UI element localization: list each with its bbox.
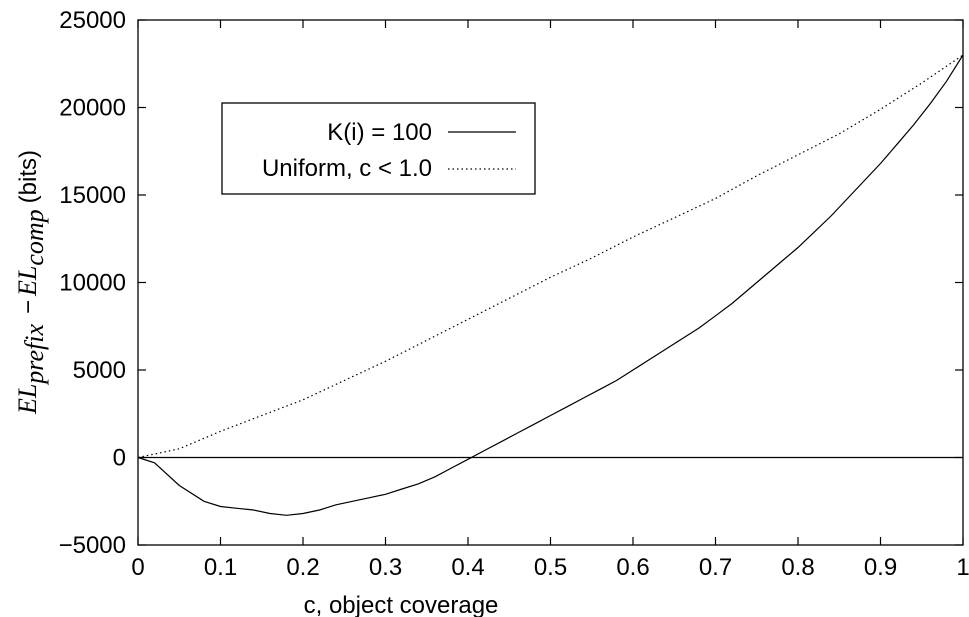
legend: K(i) = 100 Uniform, c < 1.0 xyxy=(222,103,535,194)
y-label-sub-prefix: prefix xyxy=(20,324,49,386)
x-tick-label: 0.7 xyxy=(699,554,732,581)
y-axis-ticks: −5000 0 5000 10000 15000 20000 25000 xyxy=(59,7,963,559)
y-tick-label: 25000 xyxy=(59,7,126,34)
x-tick-label: 0.1 xyxy=(204,554,237,581)
y-tick-label: 5000 xyxy=(73,357,126,384)
x-tick-label: 1 xyxy=(956,554,969,581)
y-tick-label: −5000 xyxy=(59,532,126,559)
plot-area-frame xyxy=(138,20,963,545)
y-label-minus: − xyxy=(15,300,42,314)
legend-label-uniform: Uniform, c < 1.0 xyxy=(262,155,432,182)
y-tick-label: 0 xyxy=(113,445,126,472)
x-axis-label: c, object coverage xyxy=(304,592,499,617)
y-label-el1: EL xyxy=(13,384,42,415)
x-tick-label: 0.5 xyxy=(534,554,567,581)
x-tick-label: 0.9 xyxy=(864,554,897,581)
x-tick-label: 0.4 xyxy=(451,554,484,581)
x-tick-label: 0.2 xyxy=(286,554,319,581)
x-tick-label: 0.3 xyxy=(369,554,402,581)
x-tick-label: 0.8 xyxy=(781,554,814,581)
y-label-sub-comp: comp xyxy=(20,209,49,265)
x-tick-label: 0.6 xyxy=(616,554,649,581)
y-label-el2: EL xyxy=(13,266,42,297)
y-tick-label: 20000 xyxy=(59,95,126,122)
y-label-unit: (bits) xyxy=(15,150,42,203)
y-tick-label: 15000 xyxy=(59,182,126,209)
y-tick-label: 10000 xyxy=(59,270,126,297)
legend-label-k100: K(i) = 100 xyxy=(327,119,432,146)
y-axis-label: ELprefix−ELcomp(bits) xyxy=(13,150,49,415)
x-tick-label: 0 xyxy=(131,554,144,581)
